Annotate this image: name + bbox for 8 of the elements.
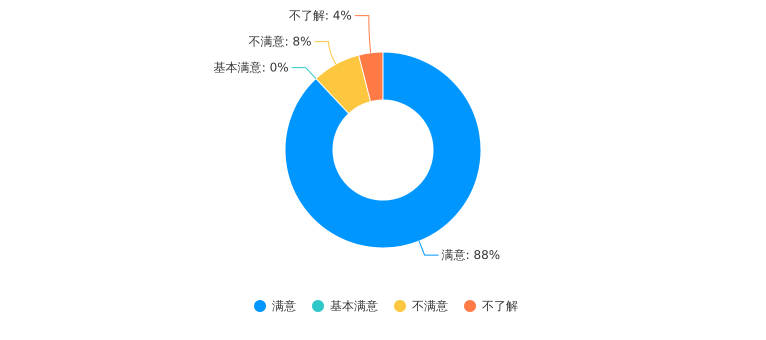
text: 基本满意: 0% [214,60,289,75]
data-label: 不满意: 8% [248,34,312,49]
legend-label: 不满意 [412,299,448,313]
data-label: 不了解: 4% [288,8,352,23]
legend-label: 不了解 [482,299,518,313]
data-label: 满意: 88% [442,248,500,262]
legend-label: 满意 [272,299,296,313]
legend-label: 基本满意 [330,299,378,313]
